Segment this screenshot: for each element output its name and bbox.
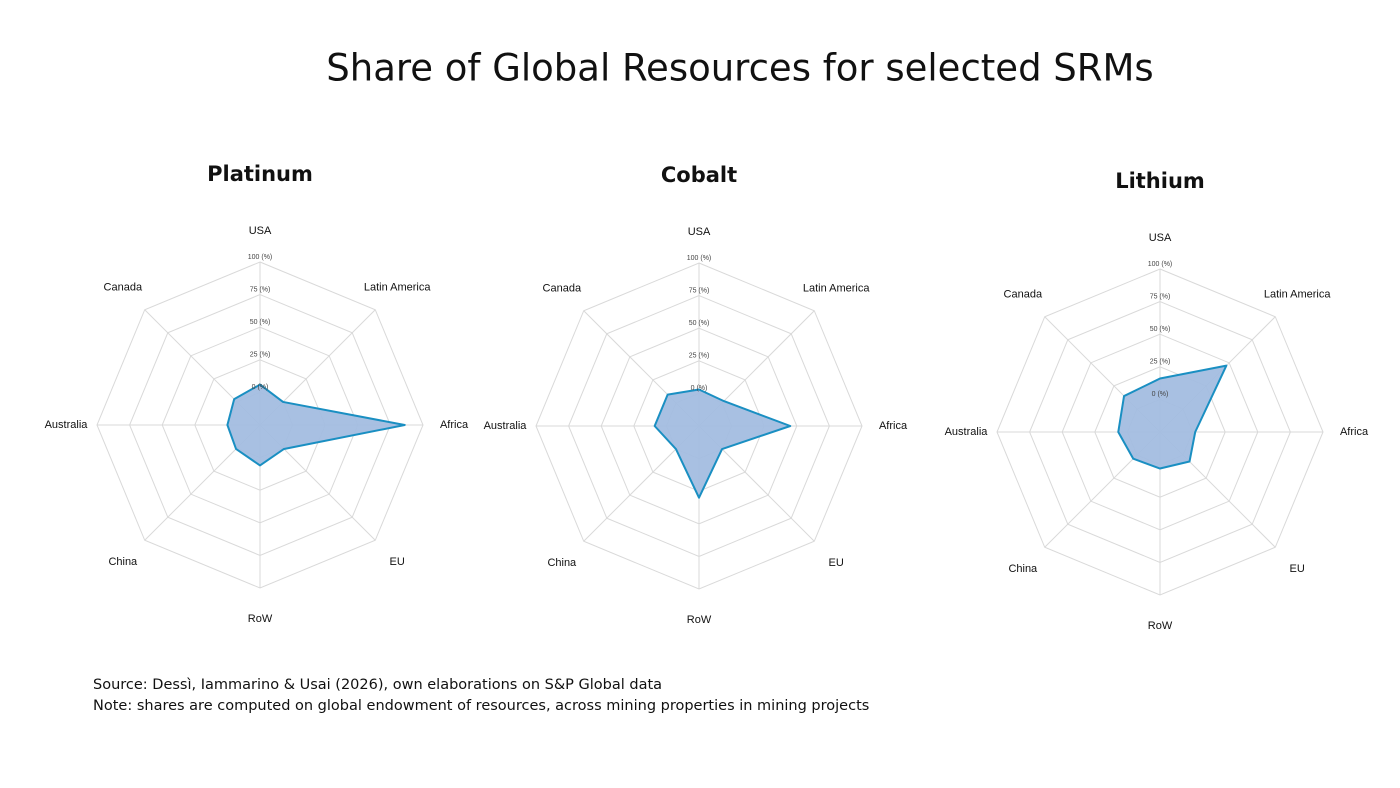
category-label: EU <box>829 557 844 569</box>
tick-label: 50 (%) <box>689 320 710 327</box>
category-label: Canada <box>543 283 582 295</box>
chart-title: Lithium <box>1115 169 1205 193</box>
tick-label: 100 (%) <box>1148 261 1173 268</box>
category-label: RoW <box>1148 620 1173 632</box>
category-label: Latin America <box>803 283 871 295</box>
chart-title: Platinum <box>207 162 313 186</box>
chart-title: Cobalt <box>661 163 737 187</box>
category-label: China <box>108 556 138 568</box>
category-label: Latin America <box>1264 289 1332 301</box>
category-label: Africa <box>440 419 469 431</box>
data-area <box>653 388 792 499</box>
category-label: Africa <box>1340 426 1369 438</box>
page-title: Share of Global Resources for selected S… <box>326 47 1153 90</box>
tick-label: 0 (%) <box>1152 391 1169 398</box>
tick-label: 100 (%) <box>687 255 712 262</box>
data-area <box>1117 364 1228 470</box>
tick-label: 50 (%) <box>250 319 271 326</box>
category-label: USA <box>1149 232 1172 244</box>
note: Note: shares are computed on global endo… <box>93 698 869 714</box>
tick-label: 0 (%) <box>252 384 269 391</box>
category-label: RoW <box>687 614 712 626</box>
tick-label: 0 (%) <box>691 385 708 392</box>
category-label: China <box>1008 563 1038 575</box>
tick-label: 25 (%) <box>250 352 271 359</box>
source-note: Source: Dessì, Iammarino & Usai (2026), … <box>93 677 662 693</box>
category-label: USA <box>249 225 272 237</box>
category-label: EU <box>390 556 405 568</box>
category-label: RoW <box>248 613 273 625</box>
tick-label: 50 (%) <box>1150 326 1171 333</box>
category-label: Canada <box>104 282 143 294</box>
category-label: Australia <box>945 426 989 438</box>
tick-label: 25 (%) <box>1150 359 1171 366</box>
category-label: USA <box>688 226 711 238</box>
tick-label: 75 (%) <box>1150 293 1171 300</box>
tick-label: 100 (%) <box>248 254 273 261</box>
category-label: Latin America <box>364 282 432 294</box>
category-label: China <box>547 557 577 569</box>
tick-label: 75 (%) <box>689 287 710 294</box>
tick-label: 25 (%) <box>689 353 710 360</box>
data-area <box>226 383 406 467</box>
category-label: EU <box>1290 563 1305 575</box>
tick-label: 75 (%) <box>250 286 271 293</box>
category-label: Africa <box>879 420 908 432</box>
category-label: Australia <box>484 420 528 432</box>
category-label: Australia <box>45 419 89 431</box>
category-label: Canada <box>1004 289 1043 301</box>
